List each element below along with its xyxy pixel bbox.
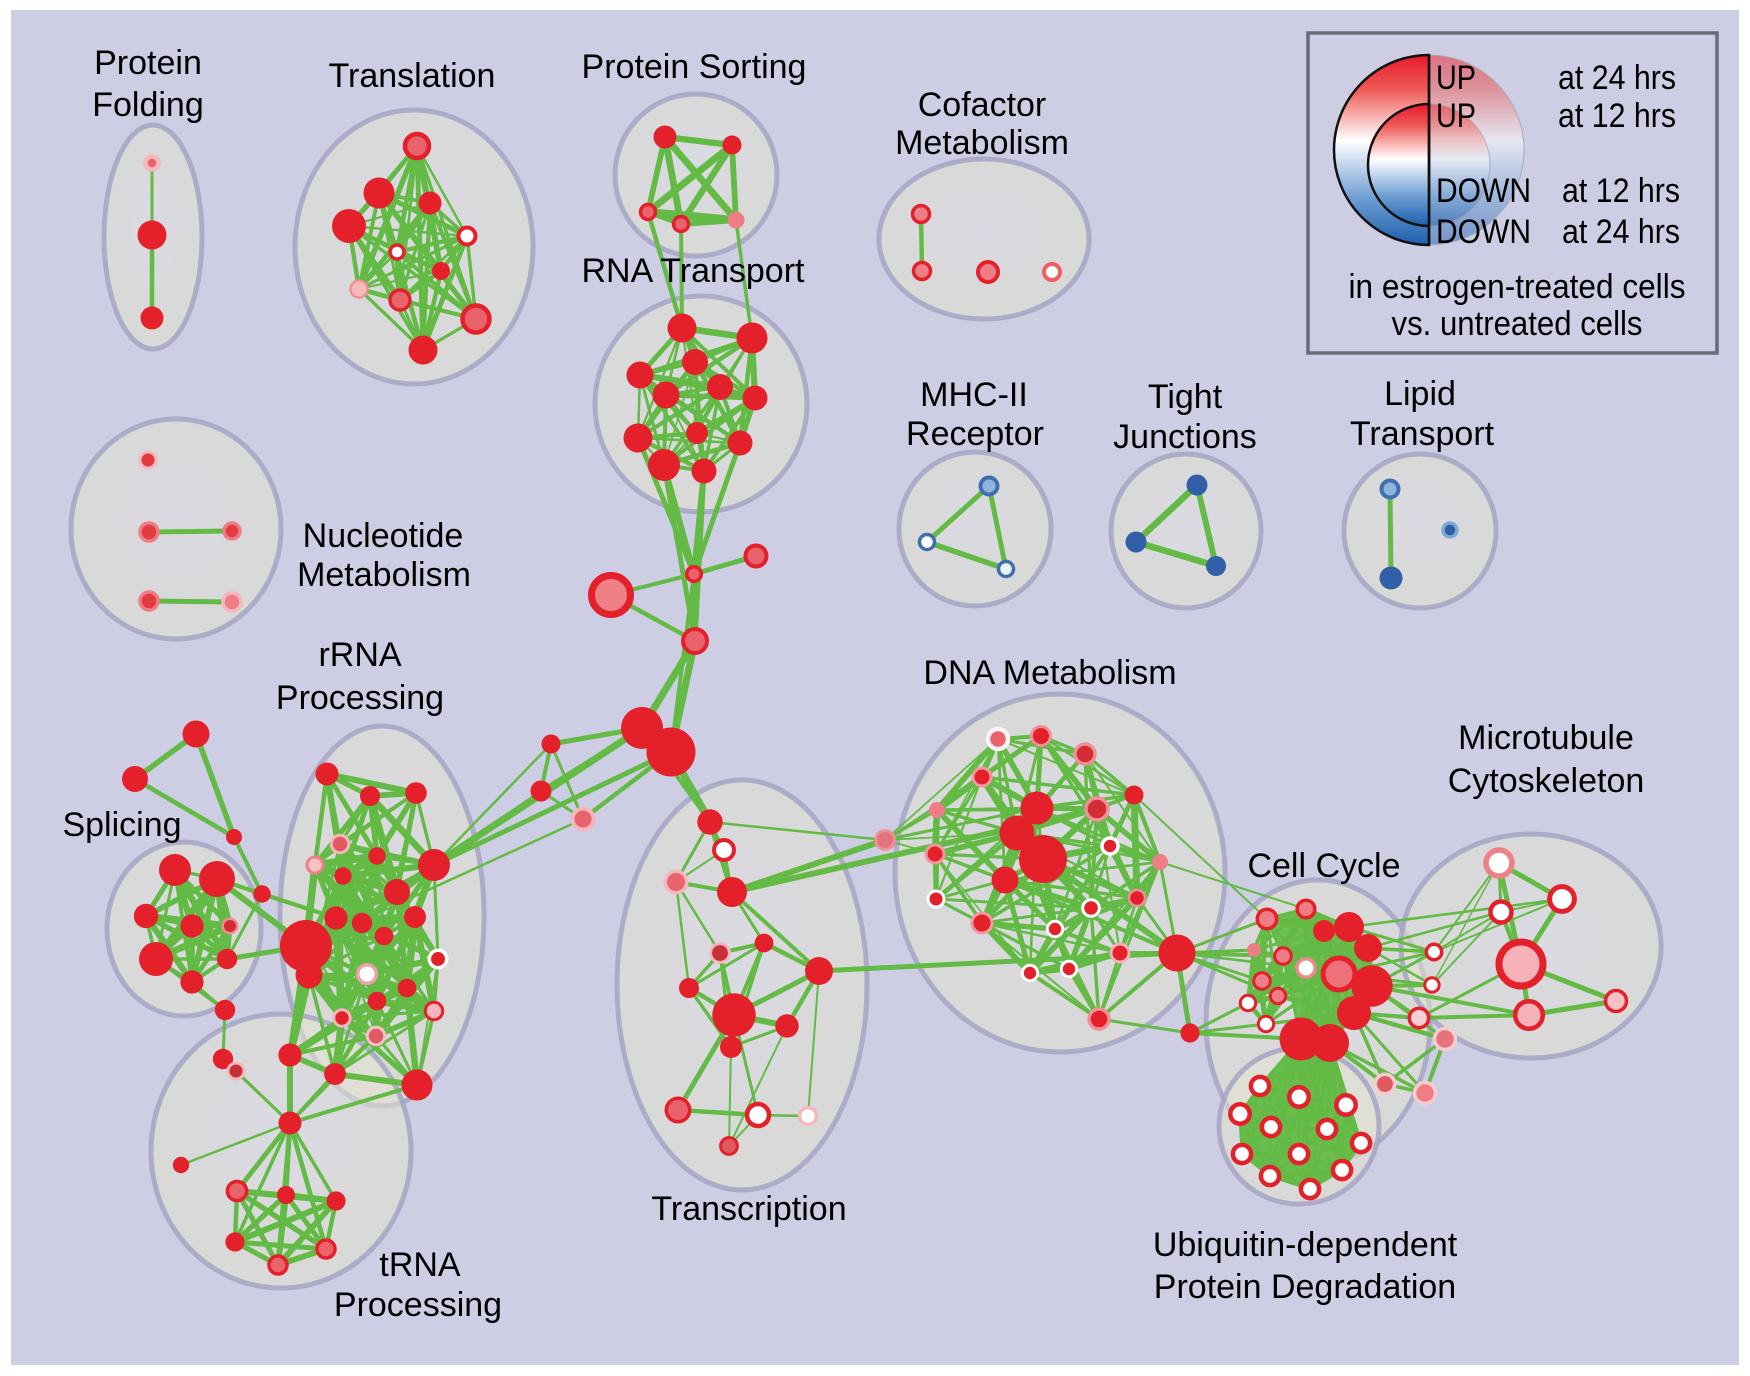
- svg-text:Cofactor: Cofactor: [918, 86, 1047, 124]
- svg-text:vs. untreated cells: vs. untreated cells: [1392, 305, 1643, 343]
- svg-text:RNA Transport: RNA Transport: [582, 252, 806, 290]
- svg-text:UP: UP: [1436, 59, 1476, 97]
- svg-text:at 24 hrs: at 24 hrs: [1562, 213, 1680, 251]
- svg-text:Junctions: Junctions: [1113, 418, 1257, 456]
- svg-text:Transcription: Transcription: [651, 1190, 846, 1228]
- svg-text:tRNA: tRNA: [379, 1246, 461, 1284]
- svg-text:Microtubule: Microtubule: [1458, 719, 1634, 757]
- svg-text:Transport: Transport: [1350, 415, 1495, 453]
- svg-text:UP: UP: [1436, 97, 1476, 135]
- svg-text:Splicing: Splicing: [62, 806, 181, 844]
- svg-text:Processing: Processing: [276, 679, 444, 717]
- svg-text:Tight: Tight: [1148, 378, 1223, 416]
- svg-text:Cell Cycle: Cell Cycle: [1247, 847, 1400, 885]
- svg-text:DOWN: DOWN: [1436, 213, 1531, 251]
- svg-text:Translation: Translation: [329, 57, 496, 95]
- svg-text:Cytoskeleton: Cytoskeleton: [1448, 762, 1645, 800]
- svg-text:Ubiquitin-dependent: Ubiquitin-dependent: [1153, 1226, 1458, 1264]
- svg-text:in estrogen-treated cells: in estrogen-treated cells: [1349, 268, 1686, 306]
- svg-text:Processing: Processing: [334, 1286, 502, 1324]
- svg-text:DNA Metabolism: DNA Metabolism: [923, 654, 1176, 692]
- svg-text:Protein Degradation: Protein Degradation: [1154, 1268, 1456, 1306]
- svg-text:at 12 hrs: at 12 hrs: [1558, 97, 1676, 135]
- svg-text:at 12 hrs: at 12 hrs: [1562, 172, 1680, 210]
- svg-text:Nucleotide: Nucleotide: [303, 517, 464, 555]
- svg-text:MHC-II: MHC-II: [920, 376, 1028, 414]
- svg-text:Folding: Folding: [92, 86, 204, 124]
- svg-text:Metabolism: Metabolism: [297, 556, 471, 594]
- svg-text:Metabolism: Metabolism: [895, 124, 1069, 162]
- svg-text:at 24 hrs: at 24 hrs: [1558, 59, 1676, 97]
- svg-text:Protein: Protein: [94, 44, 202, 82]
- svg-text:Protein Sorting: Protein Sorting: [582, 48, 807, 86]
- svg-text:rRNA: rRNA: [318, 636, 401, 674]
- svg-text:Receptor: Receptor: [906, 415, 1044, 453]
- svg-text:Lipid: Lipid: [1384, 375, 1456, 413]
- svg-text:DOWN: DOWN: [1436, 172, 1531, 210]
